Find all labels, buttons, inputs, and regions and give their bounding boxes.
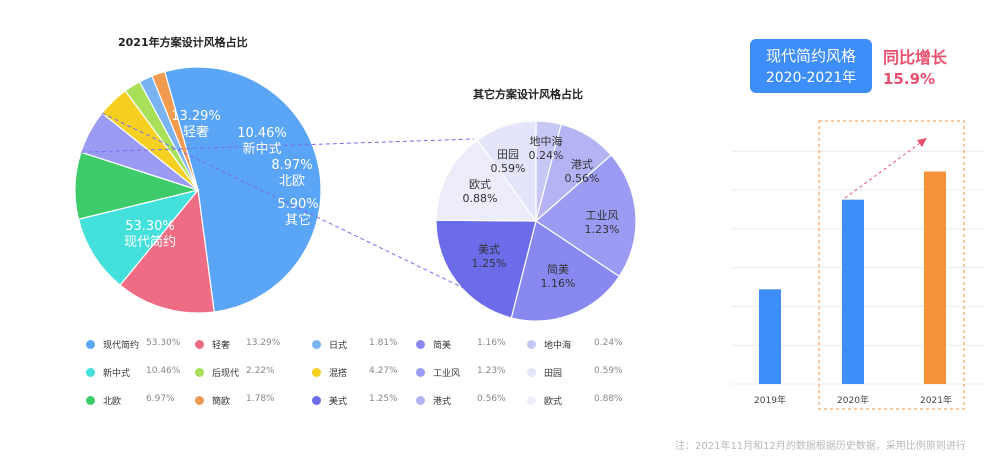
legend-label: 欧式 [544, 397, 563, 407]
right-pie-label-6: 田园 0.59% [491, 148, 526, 175]
right-pie-label-0: 地中海 0.24% [529, 134, 564, 162]
legend-swatch [195, 340, 204, 349]
highlight-line2: 2020-2021年 [765, 70, 857, 86]
legend-swatch [312, 396, 321, 405]
legend-label: 美式 [329, 397, 348, 407]
legend-value: 0.56% [477, 394, 506, 404]
bar-label-2020: 2020年 [837, 396, 869, 406]
left-pie-slice-8 [151, 70, 199, 191]
bar-label-2021: 2021年 [920, 396, 952, 406]
left-pie-slice-1 [119, 188, 215, 314]
left-pie-slice-2 [77, 188, 200, 286]
legend-label: 混搭 [329, 369, 348, 379]
bar-label-2019: 2019年 [754, 396, 786, 406]
legend-value: 4.27% [369, 366, 398, 376]
legend-value: 1.25% [369, 394, 398, 404]
legend-value: 10.46% [146, 366, 181, 376]
legend-label: 港式 [433, 397, 452, 407]
right-pie-label-4: 美式 1.25% [472, 243, 507, 270]
left-pie-label-2: 10.46%新中式 [237, 126, 287, 157]
legend-swatch [86, 340, 95, 349]
legend-swatch [416, 368, 425, 377]
right-pie-title: 其它方案设计风格占比 [473, 88, 583, 101]
right-pie-slice-2 [535, 154, 637, 278]
legend-value: 1.16% [477, 338, 506, 348]
right-pie-slice-5 [435, 139, 538, 222]
legend-value: 53.30% [146, 338, 181, 348]
right-pie-slice-4 [435, 219, 537, 319]
legend-label: 地中海 [544, 341, 572, 351]
growth-arrow-head [917, 138, 927, 147]
legend-swatch [527, 340, 536, 349]
legend-value: 13.29% [246, 338, 281, 348]
legend-swatch [195, 396, 204, 405]
legend-label: 新中式 [103, 369, 131, 379]
legend-label: 现代简约 [103, 341, 140, 351]
growth-arrow [844, 140, 924, 199]
yoy-value: 15.9% [883, 70, 936, 88]
left-pie-label-3: 8.97%北欧 [271, 158, 312, 189]
legend-label: 后现代 [212, 369, 240, 379]
bar-1 [842, 199, 864, 384]
bar-0 [759, 289, 781, 384]
footnote: 注：2021年11月和12月的数据根据历史数据，采用比例原则进行 [675, 441, 966, 452]
bar-2 [924, 171, 946, 384]
legend-value: 0.88% [594, 394, 623, 404]
right-pie-label-3: 简美 1.16% [541, 262, 576, 290]
legend-label: 北欧 [103, 397, 122, 407]
left-pie-title: 2021年方案设计风格占比 [118, 36, 248, 49]
left-pie-label-1: 13.29%轻奢 [171, 109, 221, 140]
legend-swatch [195, 368, 204, 377]
legend-swatch [86, 368, 95, 377]
highlight-box: 现代简约风格 2020-2021年 [750, 39, 872, 93]
legend-label: 日式 [329, 341, 348, 351]
left-pie-label-4: 5.90%其它 [277, 197, 318, 228]
legend-value: 2.22% [246, 366, 275, 376]
legend-swatch [527, 368, 536, 377]
legend-label: 简美 [433, 341, 452, 351]
legend-swatch [312, 340, 321, 349]
right-pie-slice-6 [476, 120, 537, 223]
legend-label: 簡欧 [212, 397, 231, 407]
legend-swatch [416, 340, 425, 349]
highlight-dashed-box [818, 120, 965, 410]
legend-swatch [527, 396, 536, 405]
legend-value: 6.97% [146, 394, 175, 404]
legend-swatch [312, 368, 321, 377]
legend-value: 1.81% [369, 338, 398, 348]
legend-value: 1.78% [246, 394, 275, 404]
legend-swatch [86, 396, 95, 405]
legend-value: 0.24% [594, 338, 623, 348]
left-pie-label-0: 53.30%现代简约 [124, 219, 176, 250]
legend-value: 0.59% [594, 366, 623, 376]
legend-label: 工业风 [433, 369, 461, 379]
right-pie-label-2: 工业风 1.23% [585, 209, 620, 236]
legend-value: 1.23% [477, 366, 506, 376]
right-pie-slice-3 [510, 220, 621, 322]
left-pie-slice-0 [163, 66, 322, 313]
right-pie-label-5: 欧式 0.88% [463, 178, 498, 205]
legend-swatch [416, 396, 425, 405]
legend-label: 田园 [544, 369, 563, 379]
yoy-growth: 同比增长 15.9% [883, 44, 947, 88]
right-pie-label-1: 港式 0.56% [565, 158, 600, 185]
legend-label: 轻奢 [212, 341, 231, 351]
connector-line-top [80, 138, 475, 153]
yoy-label: 同比增长 [883, 48, 948, 67]
highlight-line1: 现代简约风格 [765, 47, 856, 65]
